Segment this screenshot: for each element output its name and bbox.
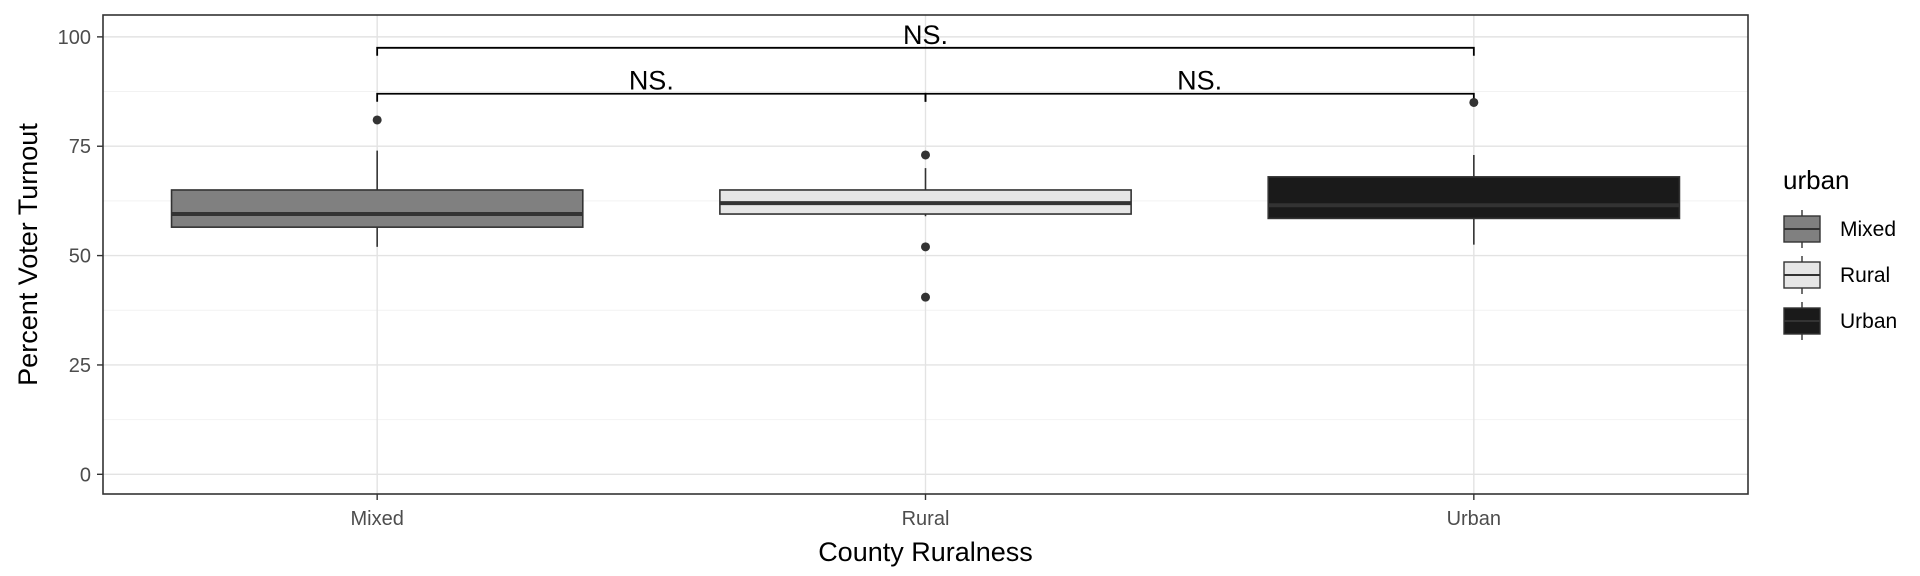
box-urban xyxy=(1267,176,1681,220)
y-axis-title: Percent Voter Turnout xyxy=(13,123,43,386)
x-tick-label: Urban xyxy=(1447,508,1501,530)
legend-title: urban xyxy=(1783,165,1850,195)
y-tick-label: 50 xyxy=(69,246,91,268)
outlier-point xyxy=(921,292,930,302)
x-tick-label: Rural xyxy=(902,508,950,530)
significance-label: NS. xyxy=(1177,66,1222,96)
legend-item-mixed: Mixed xyxy=(1783,210,1896,248)
outlier-point xyxy=(372,115,382,125)
axes: 0 25 50 75 100 Mixed Rural Urban xyxy=(58,27,1501,530)
significance-bracket xyxy=(924,92,1475,102)
significance-brackets: NS. NS. NS. xyxy=(376,20,1475,102)
outlier-point xyxy=(921,242,930,252)
y-tick-label: 100 xyxy=(58,27,91,49)
boxes xyxy=(170,97,1681,302)
x-tick-label: Mixed xyxy=(350,508,403,530)
legend-item-rural: Rural xyxy=(1783,256,1890,294)
legend-item-label: Mixed xyxy=(1840,218,1896,241)
legend: urban Mixed Rural Urban xyxy=(1783,165,1897,340)
y-tick-label: 75 xyxy=(69,136,91,158)
x-axis-title: County Ruralness xyxy=(818,537,1033,567)
significance-bracket xyxy=(376,46,1475,56)
legend-item-label: Rural xyxy=(1840,264,1890,287)
y-tick-label: 0 xyxy=(80,464,91,486)
outlier-point xyxy=(1469,97,1479,107)
significance-label: NS. xyxy=(903,20,948,50)
legend-item-urban: Urban xyxy=(1783,302,1897,340)
y-tick-label: 25 xyxy=(69,355,91,377)
significance-label: NS. xyxy=(629,66,674,96)
legend-item-label: Urban xyxy=(1840,310,1897,333)
outlier-point xyxy=(921,150,930,160)
box-mixed xyxy=(170,189,584,228)
